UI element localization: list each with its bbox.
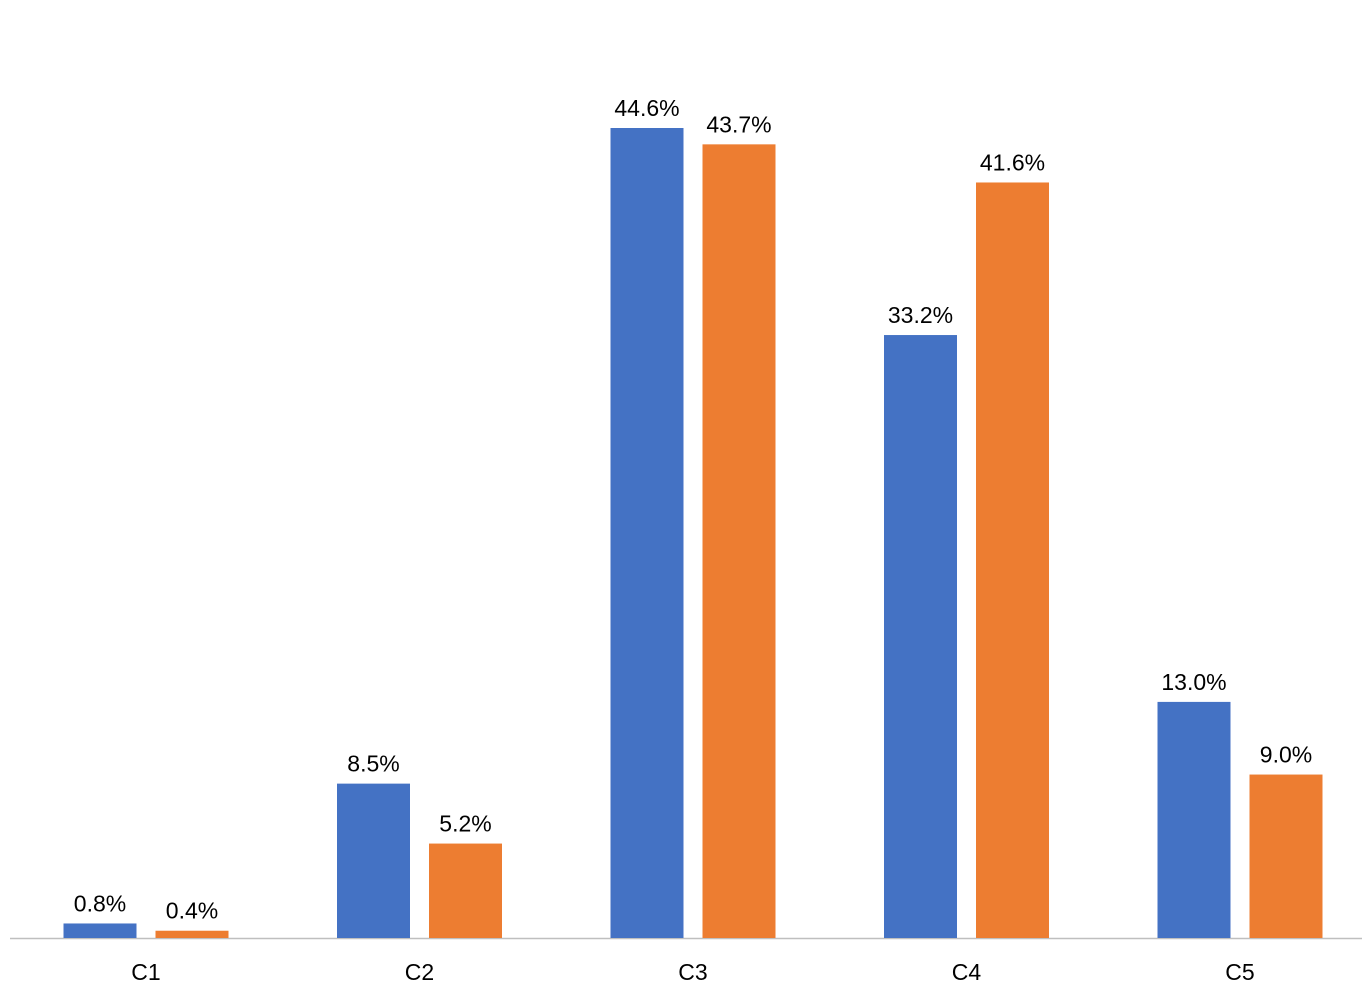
x-tick-label: C4 [952,959,982,985]
bar [1249,774,1323,938]
value-label: 5.2% [439,811,491,837]
x-tick-label: C2 [405,959,434,985]
value-label: 43.7% [706,111,771,137]
bar [702,144,776,939]
bar [63,923,137,938]
value-label: 44.6% [614,95,679,121]
bar [155,930,229,938]
value-label: 13.0% [1161,669,1226,695]
x-tick-label: C5 [1225,959,1254,985]
x-tick-label: C1 [131,959,160,985]
value-label: 33.2% [888,302,953,328]
bar [429,843,502,938]
bar [976,182,1049,938]
bar [884,335,957,938]
value-label: 41.6% [980,149,1045,175]
bar [610,128,684,938]
value-label: 0.8% [74,890,126,916]
bar [337,783,410,938]
bar [1157,701,1231,938]
value-label: 9.0% [1260,742,1312,768]
value-label: 0.4% [166,898,218,924]
value-label: 8.5% [347,751,399,777]
x-tick-label: C3 [678,959,707,985]
